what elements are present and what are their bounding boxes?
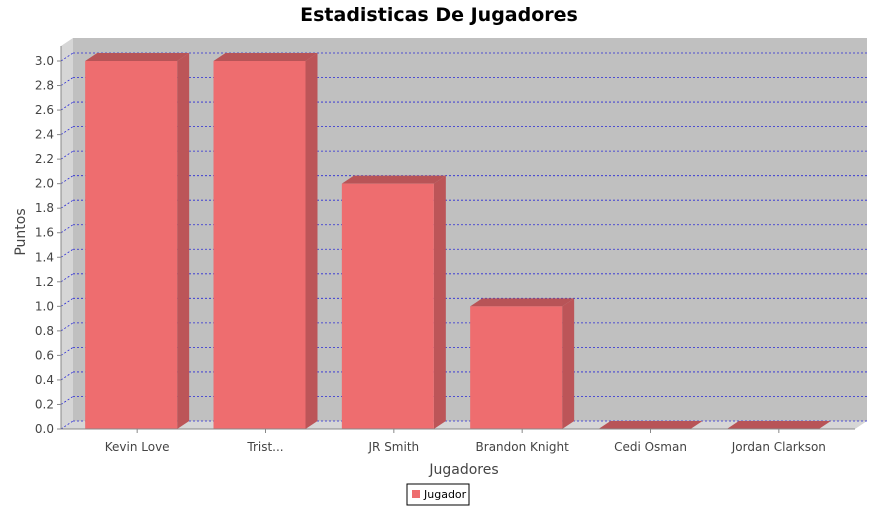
bar-front xyxy=(470,306,563,429)
plot-background xyxy=(73,38,867,421)
bar xyxy=(85,53,190,429)
plot-wall xyxy=(61,38,73,429)
legend-swatch xyxy=(412,490,420,498)
grid-line-depth xyxy=(60,150,74,160)
y-tick-label: 1.0 xyxy=(35,299,54,313)
chart-title: Estadisticas De Jugadores xyxy=(300,4,578,26)
x-axis-ticks: Kevin Love Trist... JR Smith Brandon Knight… xyxy=(105,429,826,454)
y-tick-label: 0.0 xyxy=(35,422,54,436)
bar xyxy=(726,421,831,429)
bar-side xyxy=(305,53,318,429)
x-tick-label: Kevin Love xyxy=(105,440,170,454)
bars xyxy=(85,53,831,429)
grid-line-depth xyxy=(60,298,74,307)
bar xyxy=(598,421,703,429)
grid-line-depth xyxy=(60,199,74,209)
grid-line-depth xyxy=(60,420,74,430)
grid-line-depth xyxy=(60,126,74,135)
bar-front xyxy=(85,61,178,429)
grid-line-depth xyxy=(60,322,74,332)
y-tick-label: 3.0 xyxy=(35,54,54,68)
bar-top xyxy=(726,421,831,429)
legend: Jugador xyxy=(406,483,470,506)
y-tick-label: 0.6 xyxy=(35,348,54,362)
y-axis-ticks: 0.0 0.2 0.4 0.6 0.8 1.0 1.2 1.4 1.6 1.8 2.0 2.2 2.4 2… xyxy=(35,54,61,436)
grid-line-depth xyxy=(60,273,74,283)
y-tick-label: 0.4 xyxy=(35,373,54,387)
bar-top xyxy=(598,421,703,429)
y-tick-label: 1.2 xyxy=(35,275,54,289)
legend-box xyxy=(406,483,470,506)
x-tick-label: Brandon Knight xyxy=(476,440,570,454)
y-tick-label: 2.2 xyxy=(35,152,54,166)
legend-label: Jugador xyxy=(423,488,467,501)
x-tick-label: Cedi Osman xyxy=(614,440,687,454)
bar-front xyxy=(341,183,434,429)
grid-line-depth xyxy=(60,371,74,381)
grid-line-depth xyxy=(60,347,74,356)
grid-line-depth xyxy=(60,101,74,111)
bar-front xyxy=(213,61,306,429)
grid-line-depth xyxy=(60,52,74,62)
y-tick-label: 2.4 xyxy=(35,128,54,142)
y-tick-label: 2.0 xyxy=(35,177,54,191)
x-tick-label: JR Smith xyxy=(368,440,420,454)
y-tick-label: 0.2 xyxy=(35,397,54,411)
y-tick-label: 1.4 xyxy=(35,250,54,264)
y-tick-label: 1.6 xyxy=(35,226,54,240)
bar xyxy=(341,175,446,429)
y-tick-label: 2.6 xyxy=(35,103,54,117)
grid-line-depth xyxy=(60,175,74,184)
grid-line-depth xyxy=(60,77,74,86)
grid-line-depth xyxy=(60,396,74,405)
bar-side xyxy=(562,298,575,429)
bar-top xyxy=(470,298,575,307)
y-axis-label: Puntos xyxy=(13,208,29,255)
bar xyxy=(213,53,318,429)
bar xyxy=(470,298,575,429)
grid-lines xyxy=(60,52,867,430)
grid-line-depth xyxy=(60,248,74,258)
x-tick-label: Trist... xyxy=(246,440,283,454)
bar-top xyxy=(85,53,190,61)
bar-top xyxy=(213,53,318,61)
y-tick-label: 0.8 xyxy=(35,324,54,338)
y-tick-label: 1.8 xyxy=(35,201,54,215)
bar-top xyxy=(341,175,446,184)
y-tick-label: 2.8 xyxy=(35,79,54,93)
x-axis-label: Jugadores xyxy=(428,462,498,478)
x-tick-label: Jordan Clarkson xyxy=(731,440,826,454)
grid-line-depth xyxy=(60,224,74,234)
bar-side xyxy=(177,53,190,429)
bar-side xyxy=(433,175,446,429)
